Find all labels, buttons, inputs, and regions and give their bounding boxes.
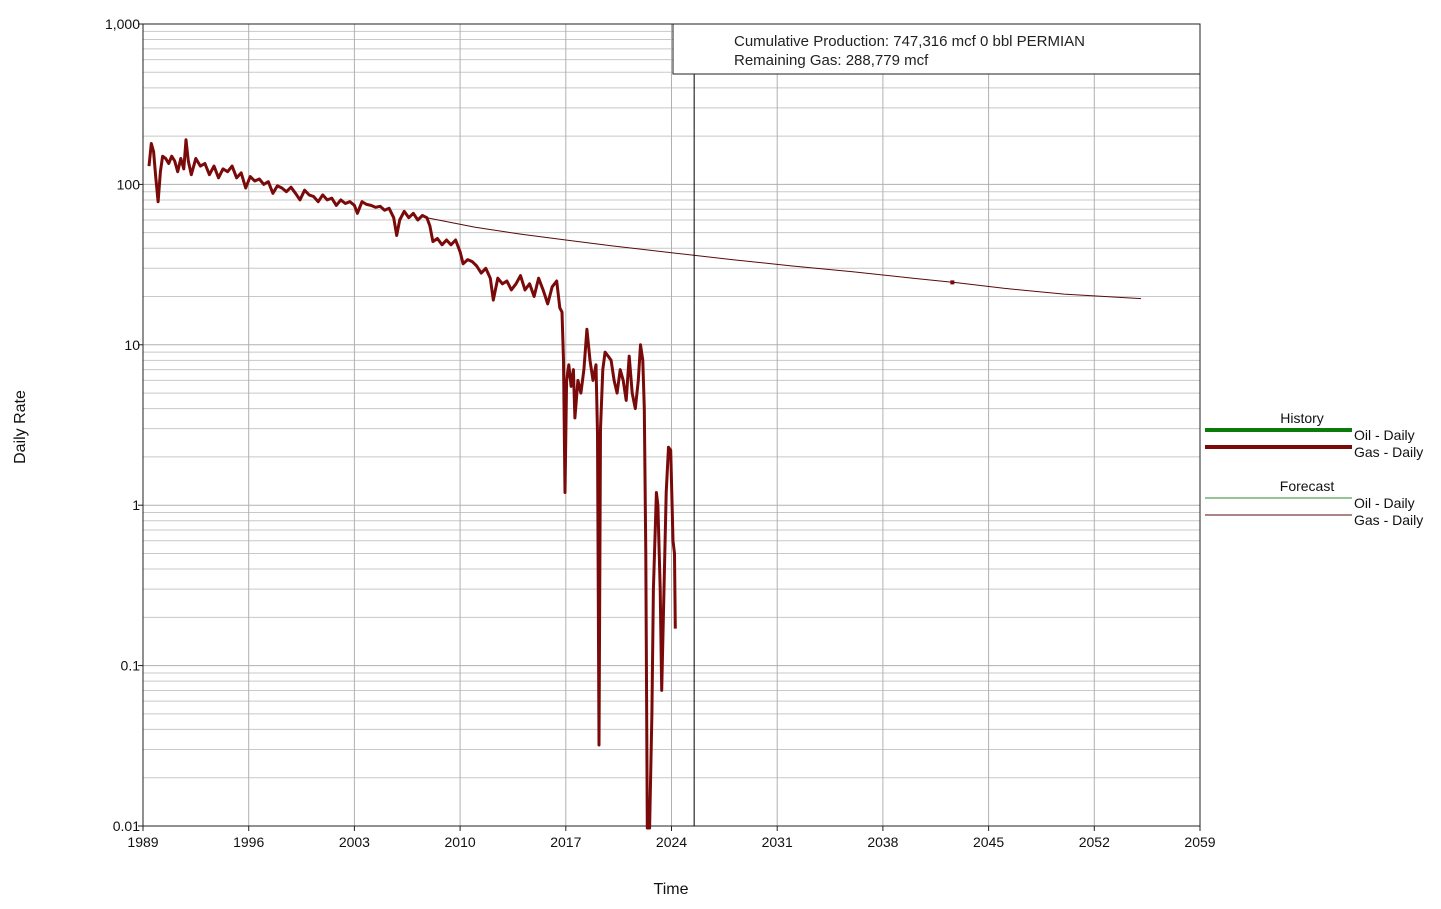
legend-forecast-title: Forecast — [1280, 478, 1335, 494]
series-layer — [147, 138, 1142, 830]
y-tick-label: 100 — [117, 176, 141, 192]
x-tick-label: 2031 — [762, 834, 793, 850]
legend-history-gas-label: Gas - Daily — [1354, 444, 1423, 460]
legend-history-title: History — [1280, 410, 1324, 426]
x-tick-label: 2059 — [1184, 834, 1215, 850]
y-tick-label: 1 — [132, 497, 140, 513]
x-tick-label: 2010 — [445, 834, 476, 850]
cumulative-production-text: Cumulative Production: 747,316 mcf 0 bbl… — [734, 33, 1085, 50]
y-tick-label: 1,000 — [105, 16, 140, 32]
annotation-box: Cumulative Production: 747,316 mcf 0 bbl… — [672, 23, 1201, 75]
x-axis-ticks: 1989 1996 2003 2010 2017 2024 2031 2038 2045 2052… — [127, 826, 1216, 850]
y-tick-label: 0.01 — [113, 818, 140, 834]
x-tick-label: 2003 — [339, 834, 370, 850]
gas-forecast-line — [426, 217, 1142, 300]
forecast-point-marker — [950, 280, 955, 285]
x-tick-label: 1996 — [233, 834, 264, 850]
remaining-gas-text: Remaining Gas: 288,779 mcf — [734, 52, 929, 69]
x-tick-label: 1989 — [127, 834, 158, 850]
y-axis-title: Daily Rate — [12, 390, 29, 464]
y-tick-label: 10 — [124, 337, 140, 353]
x-tick-label: 2017 — [550, 834, 581, 850]
x-tick-label: 2038 — [867, 834, 898, 850]
legend: History Oil - Daily Gas - Daily Forecast… — [1205, 410, 1423, 528]
y-tick-label: 0.1 — [121, 658, 141, 674]
legend-history-oil-label: Oil - Daily — [1354, 427, 1415, 443]
x-axis-title: Time — [654, 881, 689, 898]
x-tick-label: 2052 — [1079, 834, 1110, 850]
major-gridlines — [142, 23, 1201, 827]
annotation-frame — [672, 23, 1201, 75]
x-tick-label: 2024 — [656, 834, 687, 850]
x-tick-label: 2045 — [973, 834, 1004, 850]
legend-forecast-gas-label: Gas - Daily — [1354, 512, 1423, 528]
legend-forecast-oil-label: Oil - Daily — [1354, 495, 1415, 511]
gas-history-line — [147, 138, 677, 830]
y-axis-ticks: 0.01 0.1 1 10 100 1,000 — [105, 16, 143, 834]
